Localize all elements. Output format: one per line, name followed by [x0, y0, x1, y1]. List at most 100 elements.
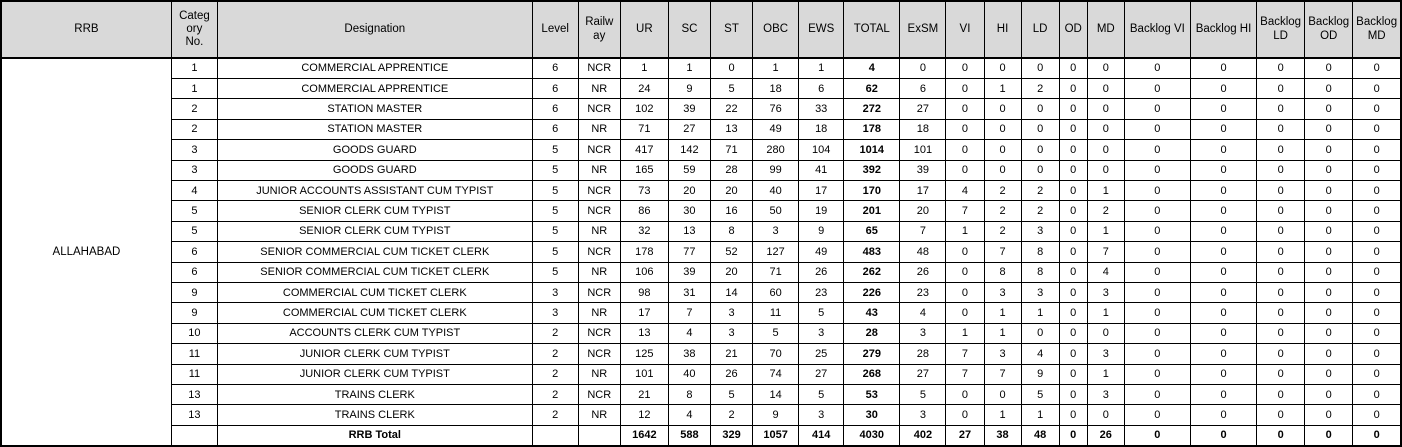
table-cell: 3 [899, 404, 947, 426]
table-cell: 0 [1189, 363, 1258, 386]
total-cell: 268 [843, 363, 901, 386]
table-cell: 49 [752, 118, 800, 141]
table-cell: 0 [983, 98, 1022, 120]
total-cell: 53 [843, 383, 901, 406]
table-cell: 23 [798, 281, 845, 304]
table-cell: 16 [709, 200, 754, 222]
table-cell: 4 [667, 404, 711, 426]
designation-cell: SENIOR CLERK CUM TYPIST [216, 200, 533, 222]
table-cell: 3 [1086, 383, 1125, 406]
table-cell: 0 [1086, 77, 1125, 100]
table-cell: 17 [798, 179, 845, 202]
table-cell: 27 [945, 424, 985, 447]
total-cell: 178 [843, 118, 901, 141]
table-cell: 8 [667, 383, 711, 406]
table-cell: 39 [667, 98, 711, 120]
table-cell: 0 [1189, 261, 1258, 283]
table-cell: 13 [709, 118, 754, 141]
table-cell: 0 [1123, 322, 1191, 345]
table-cell: 0 [1256, 179, 1306, 202]
table-cell: 0 [1058, 98, 1088, 120]
table-cell: 18 [899, 118, 947, 141]
table-cell: 0 [1058, 343, 1088, 365]
table-cell: 2 [531, 343, 579, 365]
table-cell: 0 [1256, 200, 1306, 222]
table-cell: 0 [1123, 261, 1191, 283]
total-row: RRB Total 1642 588 329 1057 414 4030 402 27 38 48 0… [1, 424, 1402, 447]
column-header-backlog-hi: Backlog HI [1189, 0, 1258, 59]
table-cell: 0 [1304, 261, 1354, 283]
table-cell: 0 [1256, 261, 1306, 283]
table-cell: 1 [945, 322, 985, 345]
table-cell: 0 [1352, 220, 1402, 243]
total-cell: 1014 [843, 139, 901, 161]
table-cell: 2 [983, 179, 1022, 202]
table-cell: 74 [752, 363, 800, 386]
table-cell: 6 [899, 77, 947, 100]
table-cell: 1 [667, 57, 711, 79]
table-cell: 9 [170, 302, 218, 324]
table-cell: 0 [1086, 404, 1125, 426]
table-cell: NR [577, 302, 621, 324]
table-cell: 0 [1256, 98, 1306, 120]
table-cell: 98 [619, 281, 669, 304]
table-cell: 0 [1189, 343, 1258, 365]
table-cell: 76 [752, 98, 800, 120]
table-cell: 3 [1020, 220, 1060, 243]
table-cell: 3 [798, 322, 845, 345]
table-cell: 27 [667, 118, 711, 141]
table-cell: 20 [899, 200, 947, 222]
table-cell: 0 [1058, 322, 1088, 345]
table-row: ALLAHABAD 1 COMMERCIAL APPRENTICE 6 NCR 1 1 0 1 1… [0, 57, 1402, 447]
table-cell: 24 [619, 77, 669, 100]
total-cell: 226 [843, 281, 901, 304]
table-cell: 1 [945, 220, 985, 243]
table-cell: 4 [667, 322, 711, 345]
table-cell: 0 [1352, 322, 1402, 345]
table-cell: 0 [1189, 281, 1258, 304]
table-cell: 0 [945, 404, 985, 426]
table-cell: 5 [531, 179, 579, 202]
designation-cell: STATION MASTER [216, 118, 533, 141]
table-cell: 86 [619, 200, 669, 222]
table-cell: 25 [798, 343, 845, 365]
table-cell: 71 [619, 118, 669, 141]
table-cell: 0 [1256, 159, 1306, 181]
table-cell: 1 [983, 77, 1022, 100]
table-cell: 0 [1086, 118, 1125, 141]
table-row: 9 COMMERCIAL CUM TICKET CLERK 3 NR 17 7 3 11 5 43… [1, 302, 1402, 324]
table-cell: 0 [1058, 118, 1088, 141]
table-cell: 40 [752, 179, 800, 202]
table-cell: 6 [170, 241, 218, 263]
table-cell: 0 [1020, 322, 1060, 345]
table-cell: 0 [1256, 404, 1306, 426]
table-cell: 0 [1256, 424, 1306, 447]
table-cell: 13 [170, 383, 218, 406]
table-cell [531, 424, 579, 447]
table-cell: 2 [1086, 200, 1125, 222]
table-cell: 0 [1123, 281, 1191, 304]
table-cell: 417 [619, 139, 669, 161]
table-cell: 27 [798, 363, 845, 386]
table-cell: 1 [798, 57, 845, 79]
table-cell: 0 [1352, 98, 1402, 120]
total-cell: 43 [843, 302, 901, 324]
table-row: 10 ACCOUNTS CLERK CUM TYPIST 2 NCR 13 4 3 5 3 28 3… [1, 322, 1402, 345]
table-cell: 11 [170, 343, 218, 365]
table-cell: 70 [752, 343, 800, 365]
table-row: 5 SENIOR CLERK CUM TYPIST 5 NR 32 13 8 3 9 65 7 1 2 3… [1, 220, 1402, 243]
table-cell: 5 [709, 383, 754, 406]
table-cell: 4 [945, 179, 985, 202]
table-cell: 1 [1086, 220, 1125, 243]
table-cell: 0 [1256, 77, 1306, 100]
table-cell: 0 [1352, 281, 1402, 304]
designation-cell: COMMERCIAL CUM TICKET CLERK [216, 281, 533, 304]
table-cell: 0 [1352, 302, 1402, 324]
table-cell: 0 [1058, 363, 1088, 386]
table-cell: 11 [170, 363, 218, 386]
table-cell: 165 [619, 159, 669, 181]
table-cell: 0 [1058, 281, 1088, 304]
table-cell: 0 [1020, 139, 1060, 161]
table-cell: 7 [1086, 241, 1125, 263]
table-cell: 1 [1086, 179, 1125, 202]
